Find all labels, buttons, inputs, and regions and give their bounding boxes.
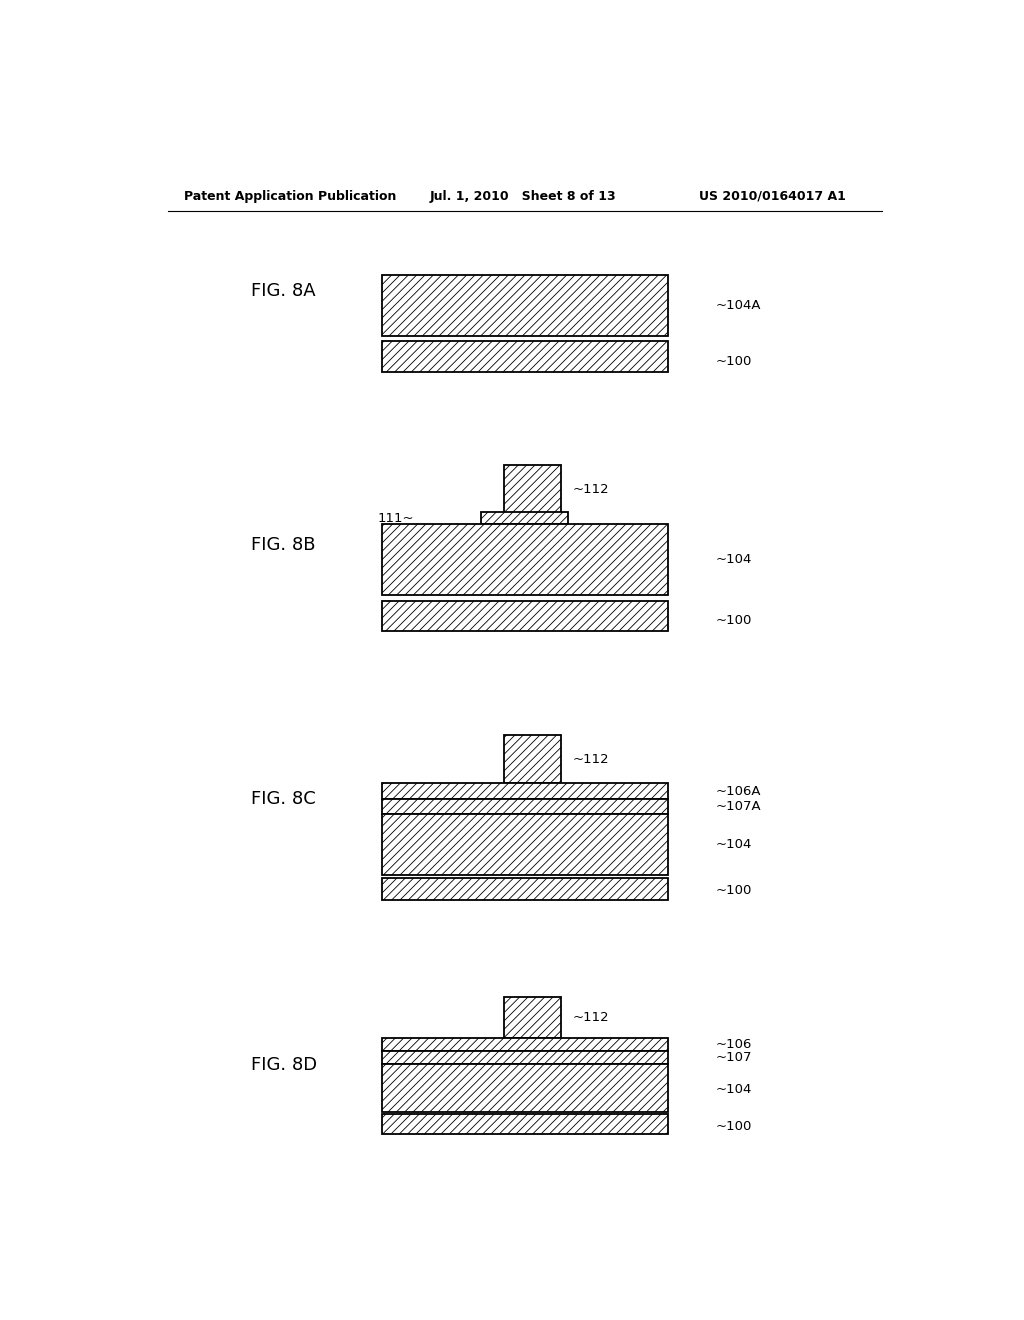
- Text: ~112: ~112: [572, 1011, 609, 1024]
- Text: ~107A: ~107A: [715, 800, 761, 813]
- Bar: [382, 814, 668, 875]
- Text: ~100: ~100: [715, 355, 752, 368]
- Bar: [382, 878, 668, 900]
- Bar: [382, 1038, 668, 1051]
- Text: FIG. 8A: FIG. 8A: [251, 281, 315, 300]
- Text: ~100: ~100: [715, 614, 752, 627]
- Bar: [504, 735, 561, 784]
- Text: ~106A: ~106A: [715, 785, 761, 799]
- Bar: [382, 1064, 668, 1111]
- Bar: [382, 524, 668, 595]
- Text: FIG. 8C: FIG. 8C: [251, 789, 315, 808]
- Bar: [382, 601, 668, 631]
- Text: Jul. 1, 2010   Sheet 8 of 13: Jul. 1, 2010 Sheet 8 of 13: [430, 190, 616, 202]
- Text: ~104: ~104: [715, 553, 752, 566]
- Text: ~112: ~112: [572, 483, 609, 496]
- Bar: [382, 276, 668, 337]
- Text: FIG. 8B: FIG. 8B: [251, 536, 315, 553]
- Text: Patent Application Publication: Patent Application Publication: [183, 190, 396, 202]
- Text: FIG. 8D: FIG. 8D: [251, 1056, 317, 1074]
- Bar: [504, 997, 561, 1038]
- Bar: [382, 1051, 668, 1064]
- Bar: [382, 1114, 668, 1134]
- Text: ~107: ~107: [715, 1052, 752, 1064]
- Text: 111~: 111~: [377, 512, 414, 525]
- Text: ~104A: ~104A: [715, 300, 761, 313]
- Text: US 2010/0164017 A1: US 2010/0164017 A1: [699, 190, 846, 202]
- Text: ~104: ~104: [715, 838, 752, 851]
- Text: ~104: ~104: [715, 1082, 752, 1096]
- Text: ~100: ~100: [715, 883, 752, 896]
- Bar: [504, 466, 561, 515]
- Bar: [382, 784, 668, 799]
- Text: ~106: ~106: [715, 1039, 752, 1051]
- Bar: [481, 512, 568, 524]
- Bar: [382, 342, 668, 372]
- Text: ~112: ~112: [572, 752, 609, 766]
- Text: ~100: ~100: [715, 1119, 752, 1133]
- Bar: [382, 799, 668, 814]
